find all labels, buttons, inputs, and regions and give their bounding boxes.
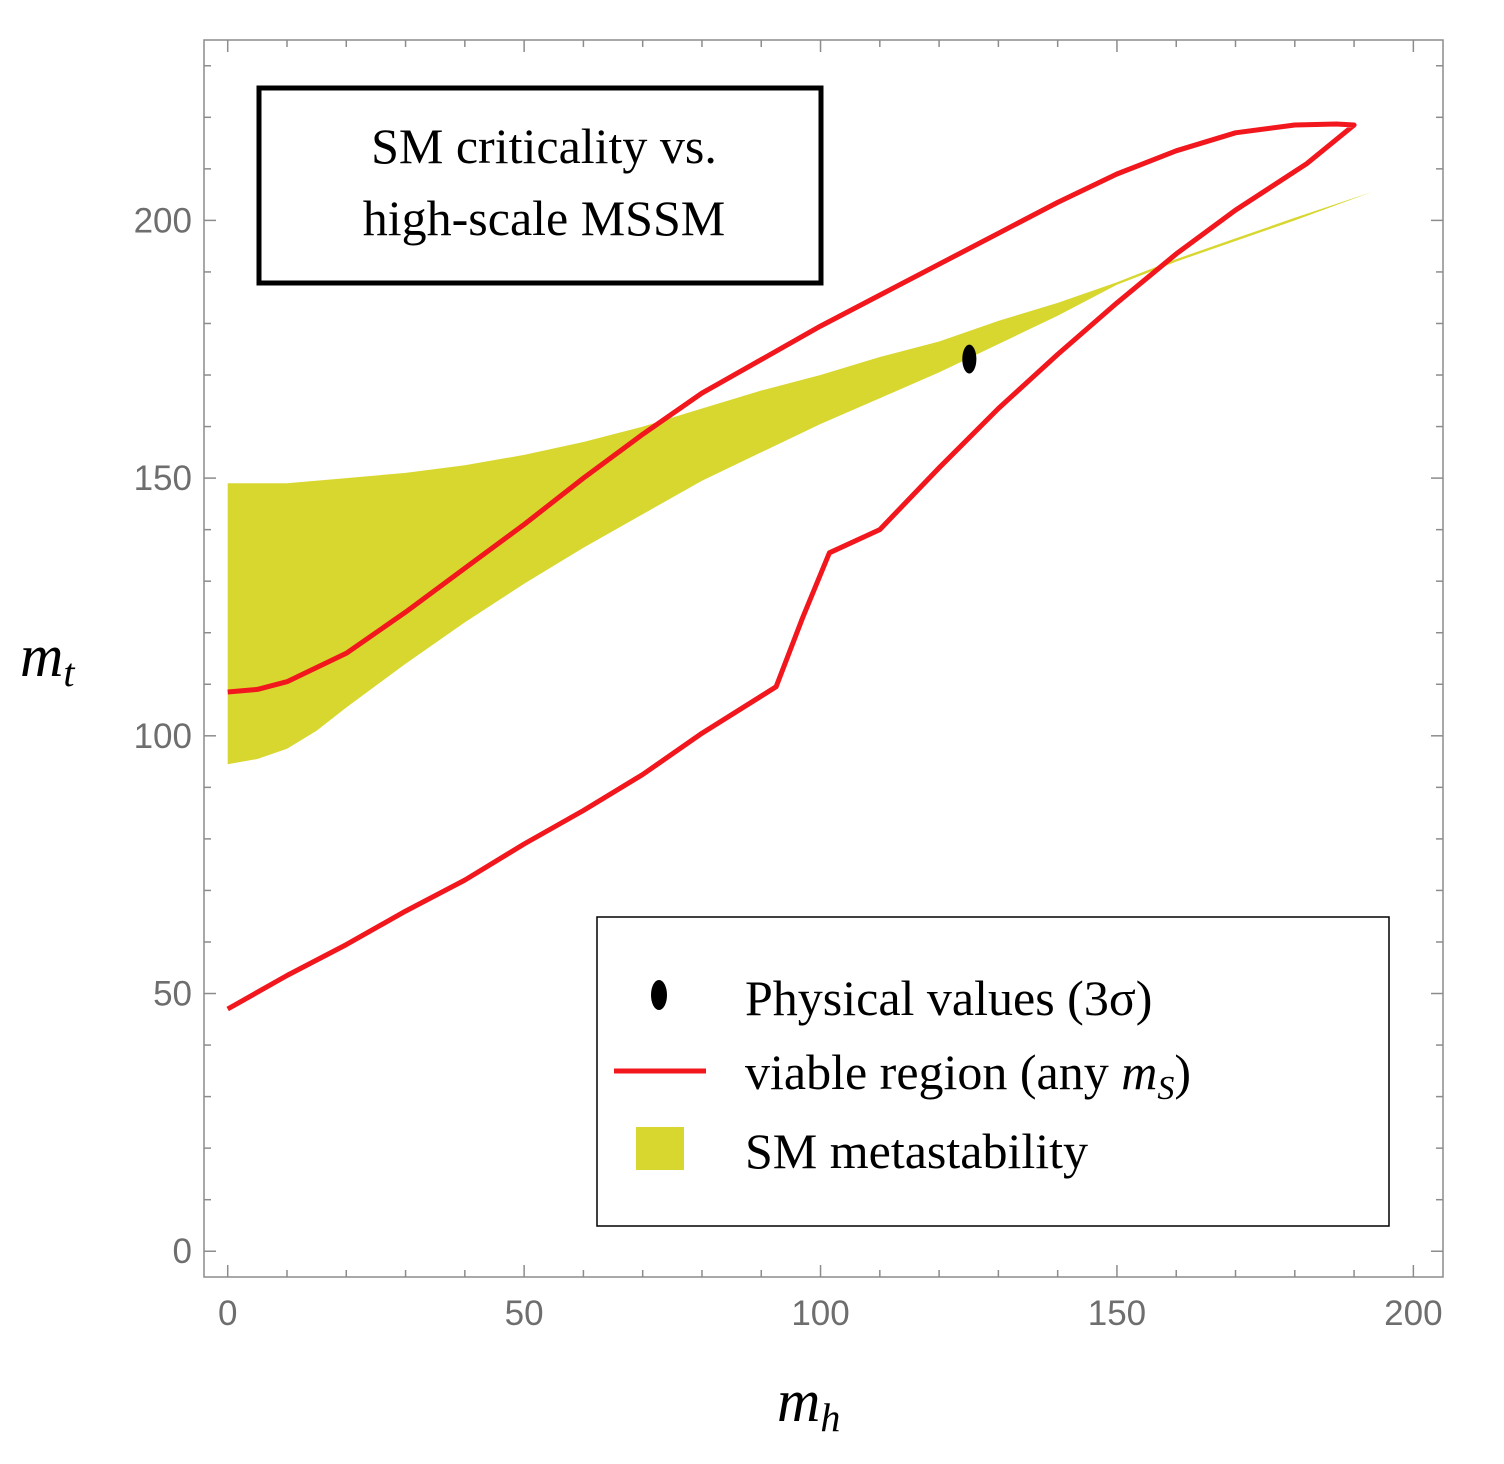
x-axis-title-base: m — [777, 1368, 820, 1434]
title-line-1: SM criticality vs. — [371, 118, 717, 174]
legend-label-metastability: SM metastability — [745, 1123, 1088, 1179]
legend-label-viable-region-end: ) — [1174, 1044, 1191, 1100]
legend-label-physical-values: Physical values (3σ) — [745, 970, 1152, 1026]
title-line-2: high-scale MSSM — [363, 190, 726, 246]
title-box: SM criticality vs. high-scale MSSM — [256, 85, 824, 286]
x-tick-label: 50 — [505, 1294, 544, 1333]
legend-frame — [596, 916, 1390, 1227]
tick-labels-layer: 0 50 100 150 200 0 50 100 150 200 — [134, 201, 1443, 1333]
legend-point-symbol — [651, 980, 667, 1010]
ticks-layer — [204, 40, 1443, 1277]
x-tick-label: 150 — [1088, 1294, 1146, 1333]
plot-area — [226, 121, 1372, 1012]
x-axis-title-sub: h — [820, 1395, 840, 1440]
y-axis-title-sub: t — [63, 650, 75, 695]
y-tick-label: 200 — [134, 201, 192, 240]
legend: Physical values (3σ) viable region (any … — [596, 916, 1390, 1227]
y-axis-title-base: m — [20, 623, 63, 689]
y-tick-label: 0 — [173, 1232, 192, 1271]
x-axis-title: mh — [777, 1368, 840, 1440]
y-tick-label: 150 — [134, 459, 192, 498]
legend-box-symbol — [636, 1127, 684, 1170]
legend-label-viable-region-text: viable region (any — [745, 1044, 1121, 1100]
x-tick-label: 0 — [218, 1294, 237, 1333]
x-tick-label: 100 — [791, 1294, 849, 1333]
y-tick-label: 50 — [153, 975, 192, 1014]
legend-label-viable-region-sub: S — [1157, 1070, 1174, 1107]
legend-label-viable-region-math: m — [1121, 1044, 1157, 1100]
legend-label-viable-region: viable region (any mS) — [745, 1044, 1191, 1107]
x-tick-label: 200 — [1384, 1294, 1442, 1333]
metastability-band — [227, 192, 1372, 765]
viable-region-curve — [226, 121, 1357, 1012]
title-frame — [256, 85, 824, 286]
plot-frame — [203, 39, 1444, 1278]
physical-values-point — [962, 344, 977, 374]
y-tick-label: 100 — [134, 717, 192, 756]
y-axis-title: mt — [20, 623, 75, 695]
